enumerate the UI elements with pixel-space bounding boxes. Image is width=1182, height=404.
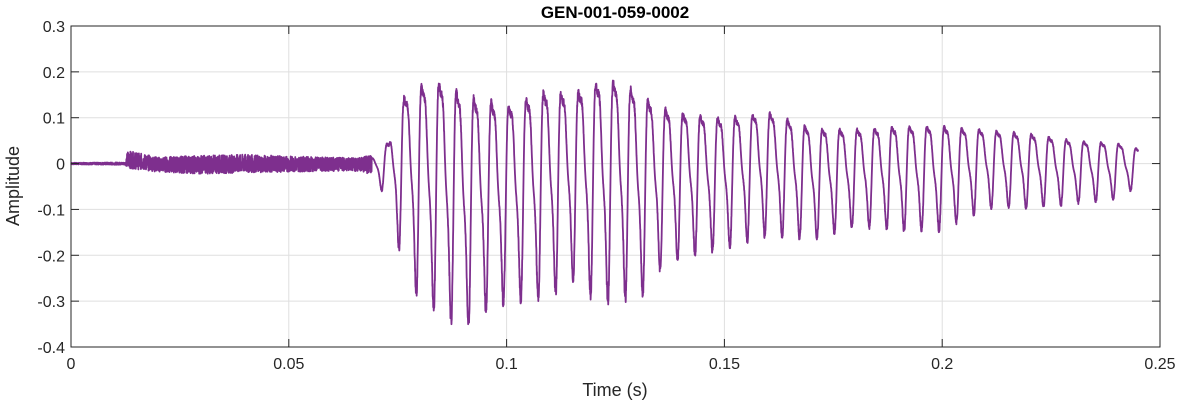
y-tick-label: 0 xyxy=(56,157,65,174)
x-tick-label: 0.25 xyxy=(1144,356,1175,373)
y-axis-label: Amplitude xyxy=(3,146,23,226)
x-tick-label: 0.15 xyxy=(709,356,740,373)
signal-waveform-line xyxy=(70,79,1140,326)
y-tick-label: -0.2 xyxy=(37,248,65,265)
y-tick-label: 0.1 xyxy=(43,111,65,128)
chart-title: GEN-001-059-0002 xyxy=(541,3,689,22)
y-tick-label: -0.1 xyxy=(37,202,65,219)
y-tick-label: 0.3 xyxy=(43,19,65,36)
y-tick-label: 0.2 xyxy=(43,65,65,82)
y-axis-ticks: -0.4 -0.3 -0.2 -0.1 0 0.1 0.2 0.3 xyxy=(37,19,1160,357)
x-tick-label: 0 xyxy=(67,356,76,373)
plot-frame xyxy=(70,25,1161,348)
x-axis-ticks: 0 0.05 0.1 0.15 0.2 0.25 xyxy=(67,26,1176,373)
x-tick-label: 0.05 xyxy=(273,356,304,373)
plot-background xyxy=(71,26,1160,347)
y-tick-label: -0.3 xyxy=(37,294,65,311)
x-tick-label: 0.2 xyxy=(931,356,953,373)
x-axis-label: Time (s) xyxy=(582,380,647,400)
y-tick-label: -0.4 xyxy=(37,340,65,357)
x-tick-label: 0.1 xyxy=(495,356,517,373)
